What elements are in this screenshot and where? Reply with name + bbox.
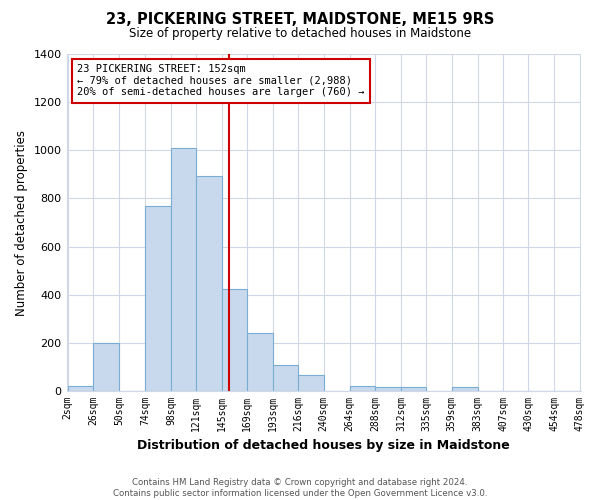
- Bar: [452, 388, 478, 391]
- Text: Size of property relative to detached houses in Maidstone: Size of property relative to detached ho…: [129, 28, 471, 40]
- Bar: [196, 176, 221, 391]
- Bar: [68, 386, 94, 391]
- Text: 23 PICKERING STREET: 152sqm
← 79% of detached houses are smaller (2,988)
20% of : 23 PICKERING STREET: 152sqm ← 79% of det…: [77, 64, 364, 98]
- Text: 23, PICKERING STREET, MAIDSTONE, ME15 9RS: 23, PICKERING STREET, MAIDSTONE, ME15 9R…: [106, 12, 494, 28]
- Y-axis label: Number of detached properties: Number of detached properties: [15, 130, 28, 316]
- Bar: [221, 288, 247, 391]
- Bar: [171, 148, 196, 391]
- Bar: [376, 388, 401, 391]
- Bar: [401, 388, 426, 391]
- Bar: [298, 376, 324, 391]
- Bar: [145, 206, 171, 391]
- Bar: [273, 364, 298, 391]
- Bar: [247, 334, 273, 391]
- Bar: [94, 343, 119, 391]
- Text: Contains HM Land Registry data © Crown copyright and database right 2024.
Contai: Contains HM Land Registry data © Crown c…: [113, 478, 487, 498]
- Bar: [350, 386, 376, 391]
- X-axis label: Distribution of detached houses by size in Maidstone: Distribution of detached houses by size …: [137, 440, 510, 452]
